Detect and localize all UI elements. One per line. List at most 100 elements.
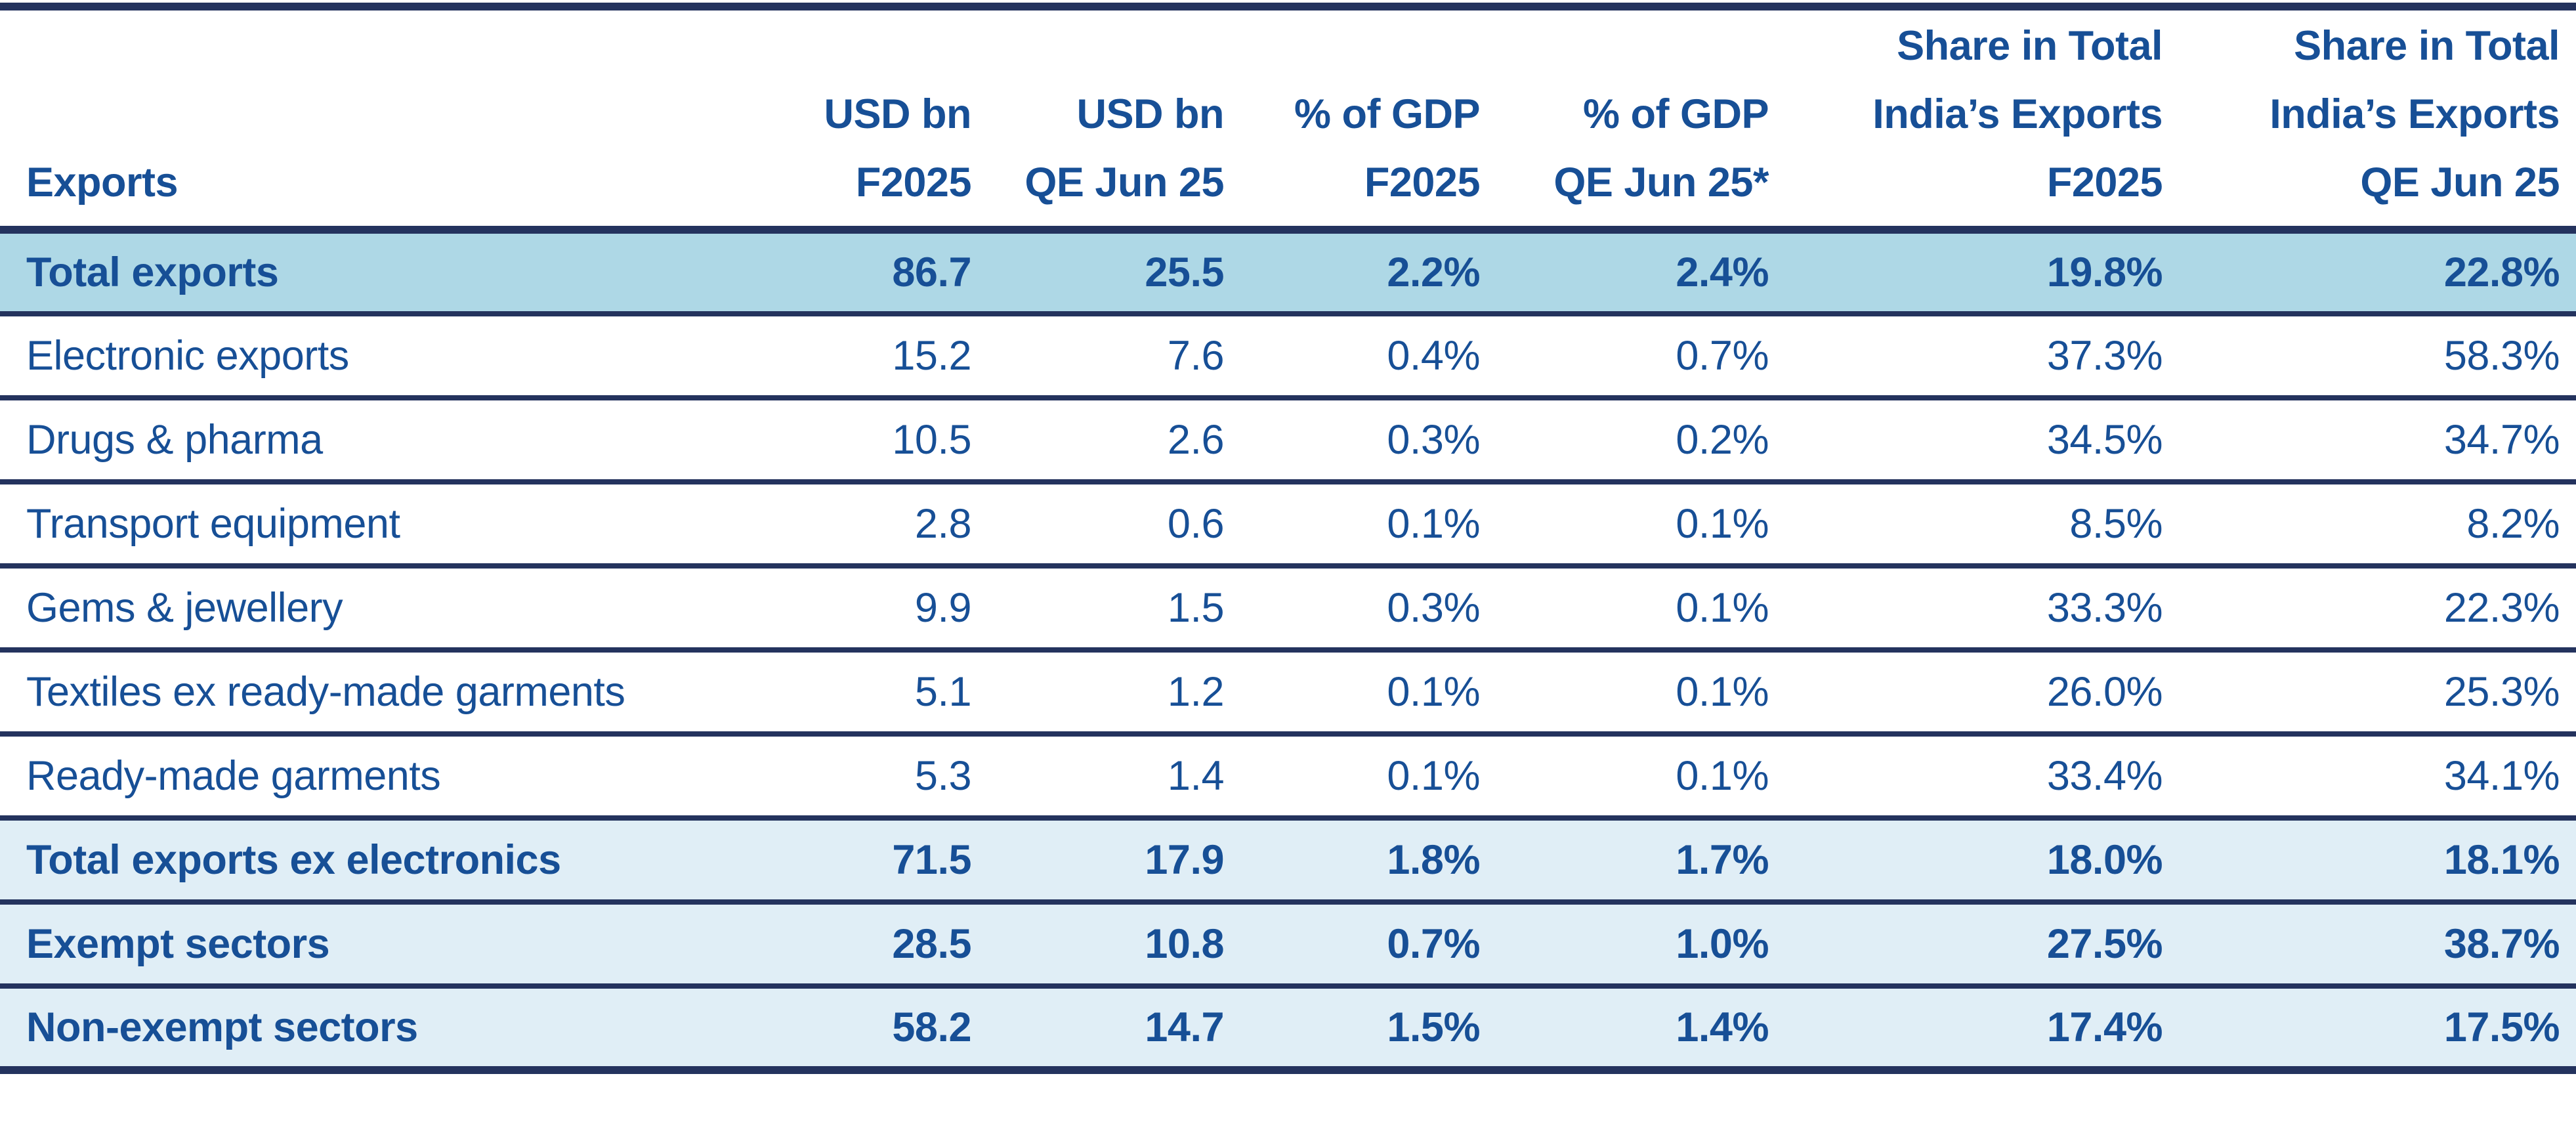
cell-value: 0.2% [1496,398,1785,484]
header-line: % of GDP [1294,91,1481,137]
cell-value: 0.3% [1240,566,1496,653]
row-label: Non-exempt sectors [0,986,732,1074]
cell-value: 34.7% [2179,398,2576,484]
cell-value: 5.1 [732,650,988,737]
cell-value: 2.4% [1496,230,1785,316]
cell-value: 14.7 [988,986,1240,1074]
cell-value: 0.1% [1240,482,1496,569]
cell-value: 0.1% [1496,650,1785,737]
cell-value: 9.9 [732,566,988,653]
table-row: Drugs & pharma 10.5 2.6 0.3% 0.2% 34.5% 34.7% [0,398,2576,484]
row-label: Total exports ex electronics [0,818,732,905]
column-header-pct-gdp-qe-jun-25: % of GDP QE Jun 25* [1496,3,1785,234]
row-label: Electronic exports [0,314,732,400]
header-line: % of GDP [1582,91,1769,137]
cell-value: 1.0% [1496,902,1785,989]
cell-value: 1.5% [1240,986,1496,1074]
cell-value: 17.5% [2179,986,2576,1074]
cell-value: 10.5 [732,398,988,484]
cell-value: 8.2% [2179,482,2576,569]
header-line: F2025 [2046,160,2163,205]
cell-value: 5.3 [732,734,988,821]
table-row: Total exports ex electronics 71.5 17.9 1.8%… [0,818,2576,905]
cell-value: 0.1% [1240,734,1496,821]
header-line: Share in Total [2294,23,2560,69]
table-body: Total exports 86.7 25.5 2.2% 2.4% 19.8% 22.8% E… [0,230,2576,1074]
cell-value: 25.3% [2179,650,2576,737]
cell-value: 1.4 [988,734,1240,821]
cell-value: 0.6 [988,482,1240,569]
header-line: India’s Exports [1872,91,2163,137]
row-label: Textiles ex ready-made garments [0,650,732,737]
cell-value: 15.2 [732,314,988,400]
row-label: Total exports [0,230,732,316]
cell-value: 34.5% [1785,398,2179,484]
cell-value: 0.1% [1496,482,1785,569]
header-line: F2025 [1364,160,1481,205]
cell-value: 26.0% [1785,650,2179,737]
cell-value: 0.3% [1240,398,1496,484]
table-header: Exports USD bn F2025 USD bn QE Jun 25 % … [0,3,2576,234]
cell-value: 33.3% [1785,566,2179,653]
cell-value: 1.4% [1496,986,1785,1074]
table-row: Electronic exports 15.2 7.6 0.4% 0.7% 37.3% 58… [0,314,2576,400]
exports-table: Exports USD bn F2025 USD bn QE Jun 25 % … [0,3,2576,1074]
cell-value: 37.3% [1785,314,2179,400]
cell-value: 18.0% [1785,818,2179,905]
cell-value: 0.1% [1496,734,1785,821]
cell-value: 28.5 [732,902,988,989]
cell-value: 8.5% [1785,482,2179,569]
column-header-share-exports-qe-jun-25: Share in Total India’s Exports QE Jun 25 [2179,3,2576,234]
cell-value: 17.9 [988,818,1240,905]
cell-value: 2.6 [988,398,1240,484]
cell-value: 18.1% [2179,818,2576,905]
header-line: QE Jun 25 [1024,160,1224,205]
table-row: Exempt sectors 28.5 10.8 0.7% 1.0% 27.5% 38.7% [0,902,2576,989]
cell-value: 2.8 [732,482,988,569]
header-line: QE Jun 25* [1553,160,1769,205]
cell-value: 22.3% [2179,566,2576,653]
header-line: USD bn [824,91,972,137]
column-header-usd-bn-f2025: USD bn F2025 [732,3,988,234]
cell-value: 0.4% [1240,314,1496,400]
cell-value: 27.5% [1785,902,2179,989]
table-row: Gems & jewellery 9.9 1.5 0.3% 0.1% 33.3% 22.3% [0,566,2576,653]
header-line: USD bn [1076,91,1225,137]
cell-value: 33.4% [1785,734,2179,821]
column-header-pct-gdp-f2025: % of GDP F2025 [1240,3,1496,234]
cell-value: 34.1% [2179,734,2576,821]
cell-value: 22.8% [2179,230,2576,316]
cell-value: 1.7% [1496,818,1785,905]
header-line: F2025 [855,160,972,205]
header-line: India’s Exports [2270,91,2560,137]
cell-value: 58.3% [2179,314,2576,400]
cell-value: 86.7 [732,230,988,316]
table-row: Textiles ex ready-made garments 5.1 1.2 0.1… [0,650,2576,737]
cell-value: 0.7% [1240,902,1496,989]
cell-value: 10.8 [988,902,1240,989]
cell-value: 19.8% [1785,230,2179,316]
cell-value: 38.7% [2179,902,2576,989]
cell-value: 71.5 [732,818,988,905]
cell-value: 1.5 [988,566,1240,653]
header-row: Exports USD bn F2025 USD bn QE Jun 25 % … [0,3,2576,234]
cell-value: 1.2 [988,650,1240,737]
column-header-share-exports-f2025: Share in Total India’s Exports F2025 [1785,3,2179,234]
cell-value: 1.8% [1240,818,1496,905]
header-line: QE Jun 25 [2360,160,2560,205]
row-label: Transport equipment [0,482,732,569]
row-label: Exempt sectors [0,902,732,989]
table-row: Total exports 86.7 25.5 2.2% 2.4% 19.8% 22.8% [0,230,2576,316]
table-row: Transport equipment 2.8 0.6 0.1% 0.1% 8.5% 8.2… [0,482,2576,569]
header-line: Share in Total [1897,23,2163,69]
cell-value: 58.2 [732,986,988,1074]
cell-value: 7.6 [988,314,1240,400]
cell-value: 25.5 [988,230,1240,316]
cell-value: 0.1% [1496,566,1785,653]
row-label: Gems & jewellery [0,566,732,653]
cell-value: 0.1% [1240,650,1496,737]
table-row: Ready-made garments 5.3 1.4 0.1% 0.1% 33.4% 34… [0,734,2576,821]
column-header-exports: Exports [0,3,732,234]
cell-value: 17.4% [1785,986,2179,1074]
table-row: Non-exempt sectors 58.2 14.7 1.5% 1.4% 17.4% 1… [0,986,2576,1074]
